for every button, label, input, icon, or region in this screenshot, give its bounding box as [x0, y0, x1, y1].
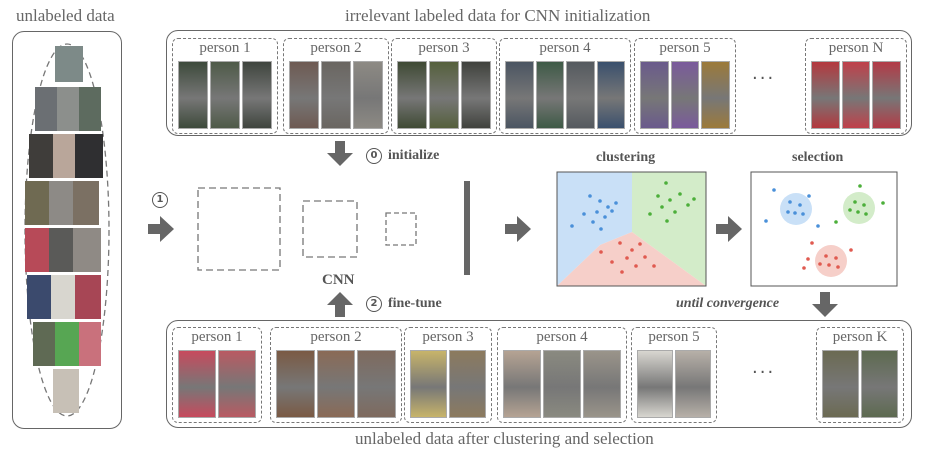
top-panel-title: irrelevant labeled data for CNN initiali… [345, 6, 651, 25]
bottom-selected-panel [166, 320, 912, 428]
step0-number: 0 [366, 148, 382, 164]
unlabeled-photo-grid [25, 46, 103, 413]
bottom-person-image [583, 350, 621, 418]
bottom-group-label: person K [832, 329, 888, 345]
top-person-image [178, 61, 208, 129]
top-group-6: person N [805, 38, 907, 134]
bottom-person-image [675, 350, 711, 418]
top-group-label: person 4 [539, 40, 591, 56]
step1-arrow [148, 216, 174, 242]
unlabeled-images-ellipse [24, 43, 110, 417]
cnn-layer-1 [197, 187, 281, 271]
top-person-image [535, 61, 564, 129]
bottom-group-5: person 5 [631, 327, 717, 423]
step1-label: 1 [152, 192, 174, 208]
top-person-image [397, 61, 427, 129]
step2-number: 2 [366, 296, 382, 312]
until-convergence-label: until convergence [676, 296, 780, 311]
top-person-image [596, 61, 625, 129]
top-person-image [701, 61, 730, 129]
bottom-group-2: person 2 [270, 327, 402, 423]
bottom-panel-title: unlabeled data after clustering and sele… [355, 429, 654, 448]
bottom-person-image [218, 350, 256, 418]
top-person-image [811, 61, 840, 129]
top-person-image [321, 61, 351, 129]
cnn-label: CNN [322, 272, 355, 288]
selection-label: selection [792, 150, 844, 165]
bottom-group-label: person 1 [191, 329, 243, 345]
bottom-group-label: person 4 [536, 329, 588, 345]
bottom-person-image [637, 350, 673, 418]
bottom-group-label: person 3 [422, 329, 474, 345]
top-group-label: person 1 [199, 40, 251, 56]
bottom-person-image [410, 350, 447, 418]
bottom-person-image [316, 350, 356, 418]
top-person-image [670, 61, 700, 129]
top-group-label: person 5 [659, 40, 711, 56]
top-ellipsis: ··· [752, 68, 776, 89]
clustering-panel [556, 171, 707, 287]
top-group-5: person 5 [634, 38, 736, 134]
bottom-group-3: person 3 [404, 327, 492, 423]
bottom-person-image [822, 350, 859, 418]
bottom-person-image [449, 350, 486, 418]
to-clustering-arrow [505, 216, 531, 242]
cluster-region-blue [557, 172, 632, 286]
selected-cluster-green [843, 192, 875, 224]
bottom-person-image [276, 350, 315, 418]
top-group-1: person 1 [172, 38, 278, 134]
top-person-image [461, 61, 491, 129]
selected-cluster-blue [780, 193, 812, 225]
bottom-person-image [178, 350, 216, 418]
bottom-group-6: person K [816, 327, 904, 423]
bottom-person-image [543, 350, 581, 418]
cluster-region-red [557, 232, 706, 286]
selection-panel [750, 171, 898, 287]
bottom-group-1: person 1 [172, 327, 262, 423]
top-group-2: person 2 [283, 38, 389, 134]
selected-cluster-red [815, 245, 847, 277]
to-selection-arrow [716, 216, 742, 242]
bottom-group-4: person 4 [497, 327, 627, 423]
top-group-label: person N [828, 40, 884, 56]
top-person-image [505, 61, 534, 129]
top-person-image [429, 61, 459, 129]
top-person-image [210, 61, 240, 129]
finetune-arrow [327, 292, 353, 317]
bottom-person-image [861, 350, 898, 418]
top-labeled-panel [166, 30, 912, 136]
top-group-3: person 3 [391, 38, 497, 134]
bottom-group-label: person 5 [648, 329, 700, 345]
cnn-layer-2 [302, 200, 358, 258]
top-person-image [353, 61, 383, 129]
unlabeled-data-panel [12, 31, 122, 429]
top-person-image [289, 61, 319, 129]
cnn-feature-bar [464, 181, 470, 275]
top-person-image [566, 61, 595, 129]
step0-initialize-label: 0 initialize [366, 148, 439, 164]
initialize-arrow [327, 141, 353, 166]
top-person-image [841, 61, 871, 129]
cnn-layer-3 [385, 212, 417, 246]
top-group-label: person 3 [418, 40, 470, 56]
bottom-person-image [503, 350, 541, 418]
top-person-image [640, 61, 669, 129]
top-group-label: person 2 [310, 40, 362, 56]
top-group-4: person 4 [499, 38, 631, 134]
unlabeled-data-title: unlabeled data [16, 6, 115, 25]
top-person-image [242, 61, 272, 129]
convergence-arrow [812, 292, 838, 317]
step1-number: 1 [152, 192, 168, 208]
bottom-group-label: person 2 [310, 329, 362, 345]
step2-finetune-label: 2 fine-tune [366, 296, 442, 312]
cluster-region-green [632, 172, 706, 286]
bottom-person-image [357, 350, 396, 418]
bottom-ellipsis: ··· [752, 362, 776, 383]
clustering-label: clustering [596, 150, 656, 165]
top-person-image [872, 61, 901, 129]
